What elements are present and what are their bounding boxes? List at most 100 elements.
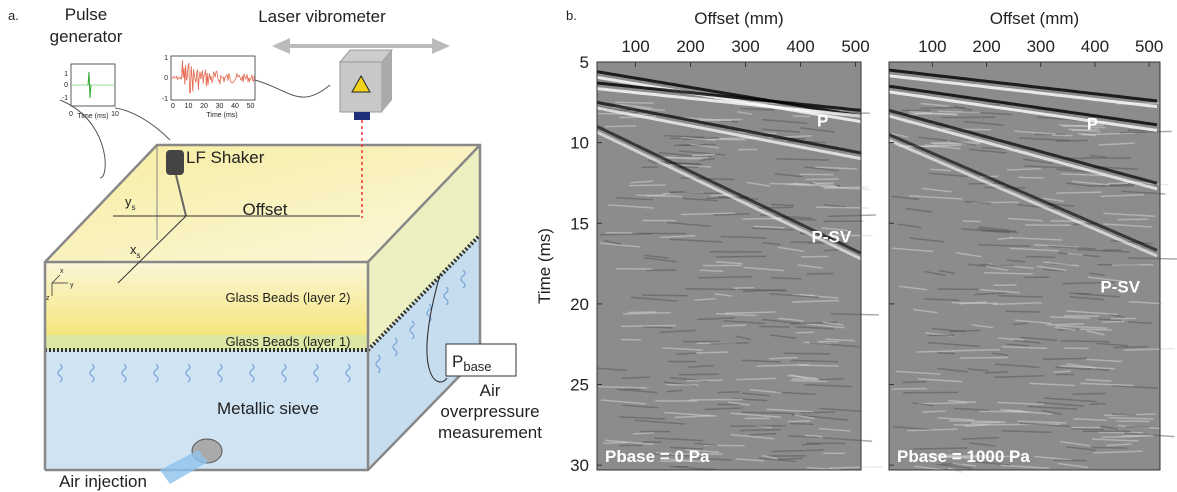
inset-ytick: 1 xyxy=(164,55,168,62)
noise-streak xyxy=(605,126,636,127)
x-axis-label: Offset (mm) xyxy=(694,9,783,28)
axis-letter: x xyxy=(60,268,64,275)
x-tick-label: 500 xyxy=(841,37,869,56)
seismic-section xyxy=(889,62,1177,472)
cable xyxy=(60,100,105,178)
x-tick-label: 100 xyxy=(918,37,946,56)
noise-streak xyxy=(802,444,821,445)
noise-streak xyxy=(1072,394,1106,395)
annotation: P-SV xyxy=(812,228,852,247)
lens xyxy=(354,112,370,120)
noise-streak xyxy=(1026,257,1055,258)
noise-streak xyxy=(921,108,965,109)
noise-streak xyxy=(806,179,839,180)
pulse-label: Pulse xyxy=(65,5,108,24)
inset-ytick: -1 xyxy=(162,96,168,103)
noise-streak xyxy=(731,426,786,427)
x-tick-label: 200 xyxy=(972,37,1000,56)
x-tick-label: 100 xyxy=(621,37,649,56)
annotation: P-SV xyxy=(1100,278,1140,297)
inset-ytick: 1 xyxy=(64,71,68,78)
noise-streak xyxy=(902,382,926,383)
noise-streak xyxy=(603,442,627,443)
noise-streak xyxy=(621,325,676,326)
inset-xtick: 10 xyxy=(185,103,193,110)
noise-streak xyxy=(1006,311,1040,312)
xs-label-sub: s xyxy=(137,251,141,260)
inset-xtick: 10 xyxy=(111,111,119,118)
noise-streak xyxy=(984,187,1025,188)
page: a. xyxy=(0,0,1177,492)
noise-streak xyxy=(796,332,814,333)
offset-label: Offset xyxy=(242,200,287,219)
noise-streak xyxy=(1103,321,1125,322)
injection-label: Air injection xyxy=(59,472,147,491)
inset-xtick: 0 xyxy=(69,111,73,118)
cable xyxy=(115,108,170,140)
figure: a. xyxy=(0,0,1177,492)
y-tick-label: 15 xyxy=(570,214,589,233)
noise-streak xyxy=(717,392,739,393)
x-axis-label: Offset (mm) xyxy=(990,9,1079,28)
noise-streak xyxy=(790,424,814,425)
panel-label: b. xyxy=(566,8,577,23)
pbase-label-sub: base xyxy=(463,359,491,374)
noise-streak xyxy=(783,353,830,354)
noise-streak xyxy=(1018,177,1044,178)
noise-streak xyxy=(716,256,767,257)
noise-streak xyxy=(759,326,790,327)
noise-streak xyxy=(646,195,666,196)
noise-streak xyxy=(791,381,828,382)
noise-streak xyxy=(799,365,839,366)
caption: Pbase = 0 Pa xyxy=(605,447,710,466)
cable xyxy=(255,80,330,97)
x-tick-label: 300 xyxy=(731,37,759,56)
noise-streak xyxy=(1126,427,1149,428)
noise-streak xyxy=(722,325,746,326)
panel-label: a. xyxy=(8,8,19,23)
inset-ytick: 0 xyxy=(64,82,68,89)
x-tick-label: 400 xyxy=(786,37,814,56)
overpressure-label: overpressure xyxy=(440,402,539,421)
inset-ytick: 0 xyxy=(164,75,168,82)
panel-a: a. xyxy=(8,5,542,491)
noise-streak xyxy=(686,289,736,290)
noise-streak xyxy=(979,411,1029,412)
axis-letter: y xyxy=(70,282,74,289)
seismic-section xyxy=(597,62,882,470)
inset-xtick: 40 xyxy=(231,103,239,110)
noise-streak xyxy=(679,374,719,375)
pulse-label: generator xyxy=(50,27,123,46)
noise-streak xyxy=(711,343,749,344)
noise-streak xyxy=(670,193,723,194)
noise-streak xyxy=(938,353,956,354)
y-tick-label: 10 xyxy=(570,134,589,153)
axis-letter: z xyxy=(46,295,50,302)
shaker-body xyxy=(166,150,184,175)
y-tick-label: 5 xyxy=(580,53,589,72)
noise-streak xyxy=(1080,329,1112,330)
noise-streak xyxy=(1056,192,1102,193)
arrow-head xyxy=(432,38,450,54)
noise-streak xyxy=(816,207,870,208)
panel-b: b. Offset (mm)10020030040050051015202530… xyxy=(535,8,1177,475)
noise-streak xyxy=(793,116,810,117)
noise-streak xyxy=(951,303,998,304)
noise-streak xyxy=(1061,341,1110,342)
overpressure-label: measurement xyxy=(438,423,542,442)
sieve-label: Metallic sieve xyxy=(217,399,319,418)
ys-label-sub: s xyxy=(132,203,136,212)
noise-streak xyxy=(922,411,945,412)
inset-xtick: 50 xyxy=(247,103,255,110)
inset-xlabel: Time (ms) xyxy=(206,112,237,119)
y-tick-label: 25 xyxy=(570,376,589,395)
arrow-head xyxy=(272,38,290,54)
noise-streak xyxy=(1043,358,1088,359)
vibrometer-label: Laser vibrometer xyxy=(258,7,386,26)
noise-streak xyxy=(1090,404,1107,405)
y-axis-label: Time (ms) xyxy=(535,228,554,304)
noise-streak xyxy=(740,430,781,431)
inset-xtick: 0 xyxy=(171,103,175,110)
shaker-label: LF Shaker xyxy=(186,148,265,167)
x-tick-label: 200 xyxy=(676,37,704,56)
